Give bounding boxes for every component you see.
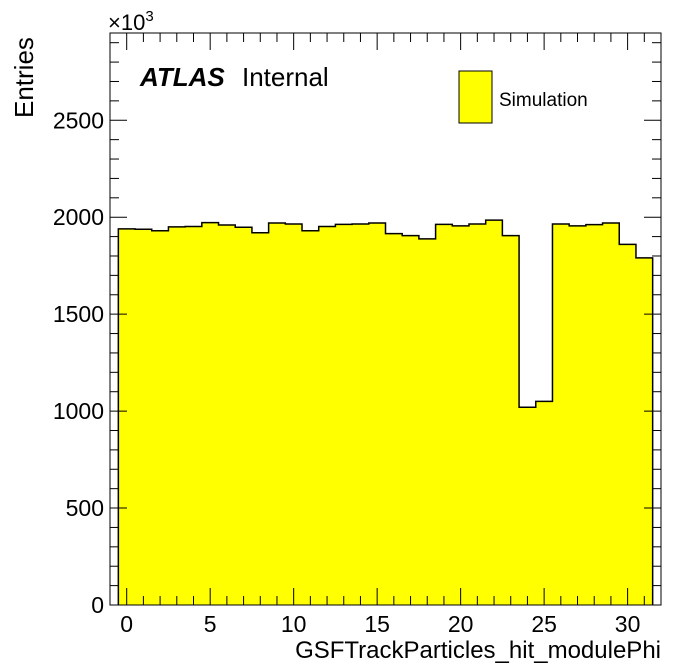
x-tick-label: 10 xyxy=(281,611,307,637)
histogram-bin xyxy=(251,232,270,605)
x-tick-label: 5 xyxy=(204,611,217,637)
histogram-bin xyxy=(635,257,654,605)
histogram-bin xyxy=(485,220,503,605)
legend-label-simulation: Simulation xyxy=(499,90,588,111)
y-tick-label: 2000 xyxy=(53,204,104,230)
atlas-label: ATLAS Internal xyxy=(139,62,329,92)
histogram-bin xyxy=(235,227,253,605)
y-tick-labels: 0 500 1000 1500 2000 2500 xyxy=(53,107,104,618)
histogram-bin xyxy=(502,235,520,606)
histogram-bin xyxy=(185,226,203,606)
x-tick-label: 15 xyxy=(364,611,390,637)
histogram-bin xyxy=(118,228,136,606)
x-tick-label: 0 xyxy=(120,611,133,637)
plot-frame xyxy=(109,32,662,606)
y-tick-label: 1000 xyxy=(53,398,104,424)
legend: Simulation xyxy=(458,70,588,124)
axis-ticks xyxy=(109,33,662,606)
histogram-bin xyxy=(385,233,403,605)
histogram-bin xyxy=(335,224,353,605)
histogram-bin xyxy=(552,223,570,605)
histogram-bin xyxy=(318,226,336,606)
y-tick-label: 1500 xyxy=(53,301,104,327)
histogram-bin xyxy=(368,223,386,606)
histogram-bin xyxy=(268,223,286,606)
histogram-bin xyxy=(535,401,553,605)
histogram-bin xyxy=(285,223,303,605)
histogram-bin xyxy=(352,223,370,605)
y-tick-label: 0 xyxy=(91,592,104,618)
histogram-bin xyxy=(151,230,169,605)
y-tick-label: 500 xyxy=(66,495,104,521)
histogram-bars xyxy=(118,220,654,606)
histogram-bin xyxy=(569,225,587,605)
x-tick-labels: 0 5 10 15 20 25 30 xyxy=(120,611,640,637)
histogram-bin xyxy=(602,223,620,606)
y-axis-multiplier: ×103 xyxy=(108,8,154,35)
histogram-bin xyxy=(468,223,487,605)
y-axis-label: Entries xyxy=(9,37,39,118)
histogram-bin xyxy=(585,224,603,605)
histogram-outline xyxy=(117,219,654,605)
histogram-bin xyxy=(519,407,537,605)
histogram-bin xyxy=(452,225,470,605)
histogram-bin xyxy=(619,244,637,605)
y-tick-label: 2500 xyxy=(53,107,104,133)
x-tick-label: 25 xyxy=(531,611,557,637)
x-axis-label: GSFTrackParticles_hit_modulePhi xyxy=(295,637,661,664)
histogram-bin xyxy=(201,222,219,605)
legend-swatch-simulation xyxy=(458,70,493,124)
histogram-bin xyxy=(302,230,320,605)
histogram-bin xyxy=(218,224,236,605)
histogram-bin xyxy=(435,224,453,605)
x-tick-label: 20 xyxy=(448,611,474,637)
histogram-bin xyxy=(402,235,420,606)
histogram-bin xyxy=(135,229,153,605)
x-tick-label: 30 xyxy=(615,611,641,637)
histogram-bin xyxy=(168,226,186,605)
histogram-bin xyxy=(418,238,436,606)
